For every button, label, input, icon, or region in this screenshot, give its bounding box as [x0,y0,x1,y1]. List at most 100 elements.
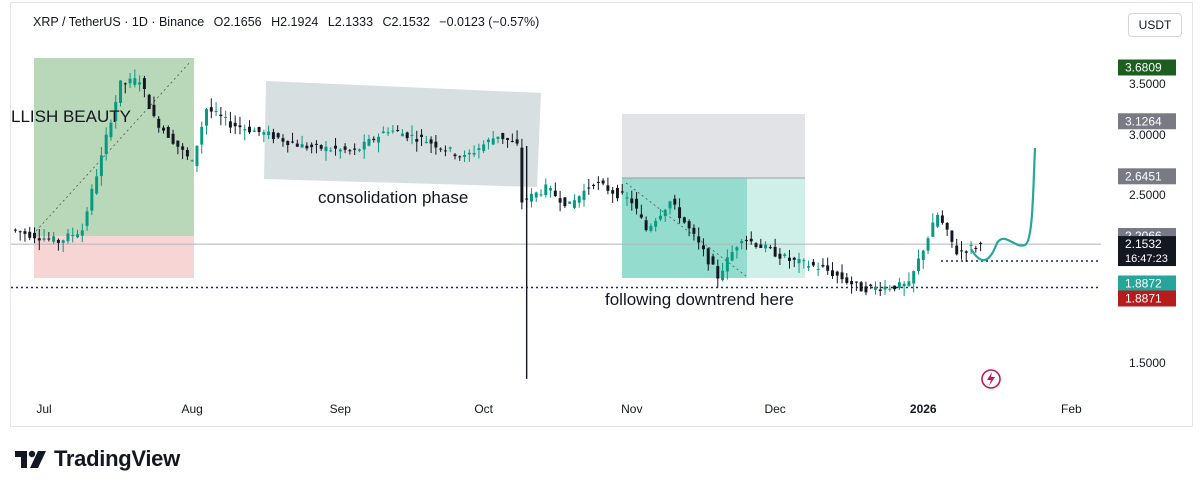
lightning-icon[interactable] [981,369,1001,389]
candle-body [592,184,596,186]
candle-body [826,265,830,271]
candle-body [635,198,639,209]
price-tag-value: 3.1264 [1125,114,1162,128]
candle-body [28,231,32,238]
candle-body [195,145,199,167]
candle-body [443,150,447,152]
candle-body [348,150,352,152]
time-tick-label: Feb [1061,402,1082,416]
change-value: −0.0123 (−0.57%) [439,15,540,29]
annotation-left-label: LLISH BEAUTY [11,107,131,126]
candle-body [458,156,462,158]
price-tag-countdown: 16:47:23 [1125,253,1168,265]
candle-body [429,139,433,144]
candle-body [357,149,361,151]
candle-body [209,107,213,112]
candle-body [138,82,142,85]
candle-body [682,217,686,223]
candle-body [420,134,424,137]
candle-body [434,141,438,148]
candle-body [353,148,357,150]
candle-body [611,190,615,194]
candle-body [759,244,763,248]
price-tick-label: 2.5000 [1129,188,1166,202]
candle-body [764,244,768,249]
candle-body [587,187,591,189]
candle-body [721,270,725,281]
candle-body [907,281,911,286]
candle-body [262,132,266,135]
candle-body [840,272,844,280]
candle-body [95,176,99,194]
candle-body [673,198,677,205]
candle-body [228,121,232,128]
candle-body [821,264,825,267]
candle-body [577,196,581,203]
candle-body [687,221,691,229]
annotation-consolidation: consolidation phase [318,188,468,207]
candle-body [544,184,548,196]
candle-body [291,141,295,143]
candle-body [563,197,567,207]
candle-body [305,145,309,149]
candle-body [119,80,122,103]
candle-body [267,131,271,136]
candle-body [883,286,887,290]
time-tick-label: Aug [182,402,203,416]
candle-body [869,284,873,286]
candle-body [396,130,400,132]
currency-button[interactable]: USDT [1128,13,1182,37]
candle-body [133,78,137,85]
candle-body [90,188,94,211]
candle-body [854,281,858,283]
candle-body [902,283,906,287]
candle-body [104,134,108,155]
candle-body [410,134,414,136]
candle-body [310,144,314,148]
candle-body [558,198,562,203]
candle-body [56,239,60,243]
candle-body [740,241,744,244]
price-tag: 3.6809 [1118,59,1176,76]
candle-body [334,145,338,149]
candle-body [491,138,495,145]
candle-body [123,83,127,85]
candle-body [668,201,672,209]
price-tag-value: 2.1532 [1125,237,1162,251]
candle-body [921,250,925,261]
candle-body [152,104,156,117]
tradingview-logo[interactable]: TradingView [14,446,180,472]
candle-body [257,127,261,133]
price-tick-label: 3.5000 [1129,77,1166,91]
candle-body [749,238,753,242]
candle-body [114,101,118,122]
candle-body [33,232,36,239]
candle-body [940,215,944,223]
candle-body [23,231,27,234]
candle-body [219,114,223,117]
price-tag: 3.1264 [1118,113,1176,130]
candle-body [71,235,75,237]
candle-body [453,154,457,157]
candle-body [181,146,185,150]
candle-body [233,122,237,127]
candle-body [534,192,538,198]
candle-body [424,141,428,143]
candle-body [176,140,180,147]
chart-canvas[interactable]: LLISH BEAUTY consolidation phase following… [11,3,1194,428]
candle-body [377,136,381,143]
time-tick-label: Dec [764,402,785,416]
chart-panel[interactable]: LLISH BEAUTY consolidation phase following… [10,2,1193,427]
candle-body [472,152,476,155]
candle-body [568,201,572,204]
candle-body [381,131,385,134]
candle-body [864,286,868,293]
candle-body [18,231,22,233]
lightning-icon-bolt [987,372,995,386]
profit-zone-extension [747,178,805,278]
candle-body [974,247,978,249]
price-tag-value: 2.6451 [1125,169,1162,183]
candle-body [248,126,252,133]
candle-body [979,242,983,244]
candle-body [243,129,247,131]
